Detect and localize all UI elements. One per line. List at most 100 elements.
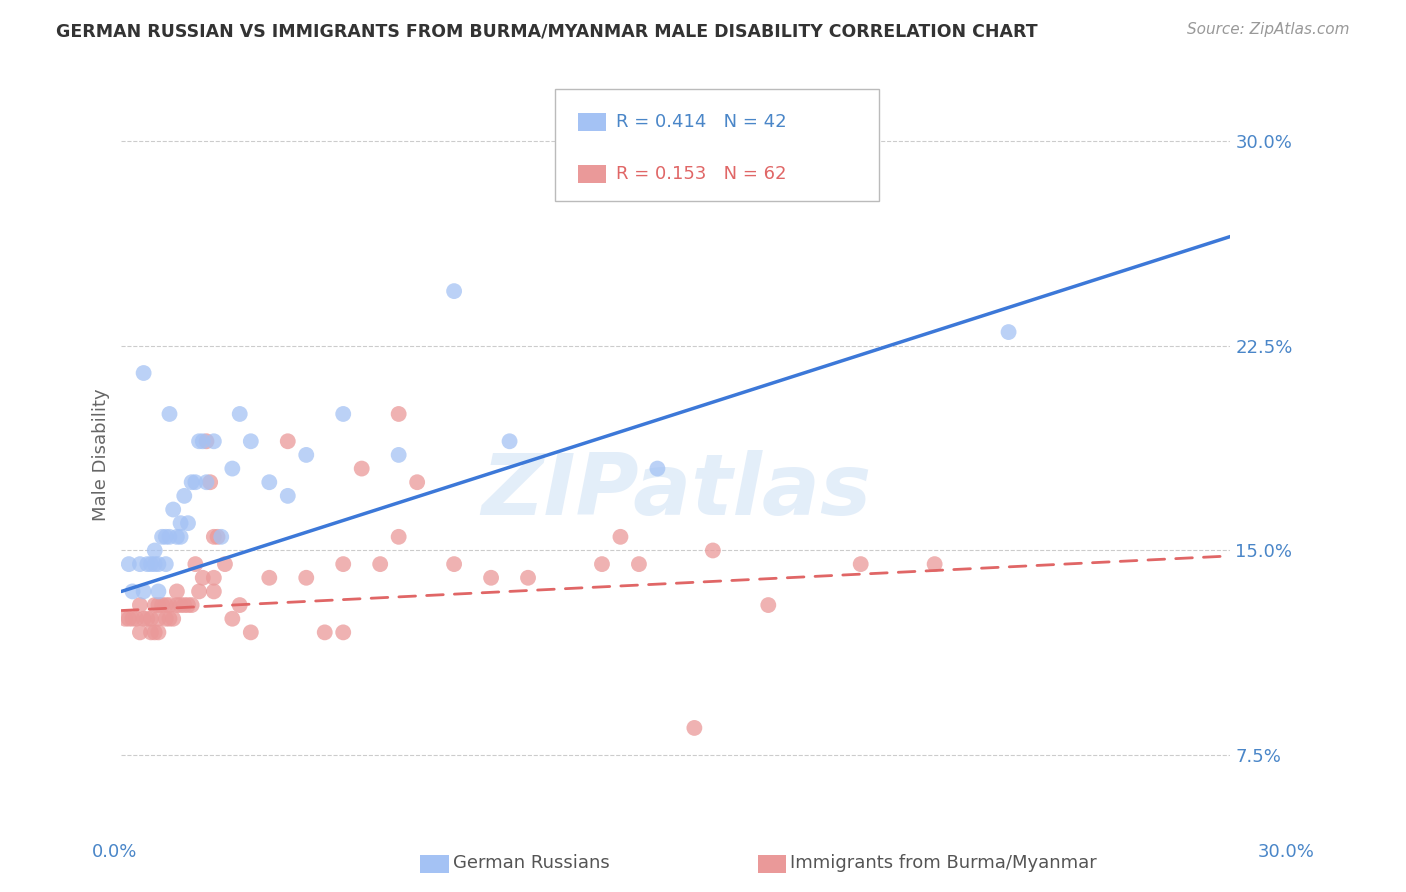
Point [148,625,170,640]
Point [207,530,229,544]
Point [683,721,706,735]
Point [166,584,188,599]
Point [132,584,155,599]
Point [295,448,318,462]
Point [239,625,262,640]
Point [139,625,162,640]
Point [129,625,152,640]
Point [517,571,540,585]
Point [162,502,184,516]
Point [148,557,170,571]
Point [139,612,162,626]
Point [314,625,336,640]
Point [388,407,411,421]
Point [143,625,166,640]
Point [143,543,166,558]
Point [118,612,141,626]
Point [647,175,669,189]
Point [209,530,232,544]
Point [148,584,170,599]
Point [129,557,152,571]
Text: Source: ZipAtlas.com: Source: ZipAtlas.com [1187,22,1350,37]
Point [155,598,177,612]
Point [159,407,181,421]
Point [195,434,218,449]
Text: German Russians: German Russians [453,855,609,872]
Point [702,543,724,558]
Point [155,530,177,544]
Point [150,530,173,544]
Point [195,475,218,490]
Point [229,407,252,421]
Text: ZIPatlas: ZIPatlas [481,450,872,533]
Point [159,598,181,612]
Point [406,475,429,490]
Point [609,530,631,544]
Point [143,557,166,571]
Point [202,530,225,544]
Point [443,284,465,298]
Point [143,598,166,612]
Point [162,612,184,626]
Point [139,557,162,571]
Point [332,625,354,640]
Point [849,557,872,571]
Point [479,571,502,585]
Point [136,557,159,571]
Text: 0.0%: 0.0% [91,843,136,861]
Point [184,475,207,490]
Text: R = 0.153   N = 62: R = 0.153 N = 62 [616,165,786,183]
Point [132,366,155,380]
Point [118,557,141,571]
Point [443,557,465,571]
Point [121,584,143,599]
Point [177,598,200,612]
Point [166,530,188,544]
Point [155,612,177,626]
Point [756,598,779,612]
Point [277,434,299,449]
Point [221,612,243,626]
Point [997,325,1019,339]
Point [173,598,195,612]
Point [332,407,354,421]
Point [191,571,214,585]
Point [169,530,191,544]
Point [166,598,188,612]
Point [221,461,243,475]
Point [647,461,669,475]
Point [498,434,520,449]
Point [136,612,159,626]
Point [191,434,214,449]
Point [202,571,225,585]
Text: Immigrants from Burma/Myanmar: Immigrants from Burma/Myanmar [790,855,1097,872]
Point [177,516,200,531]
Point [184,557,207,571]
Point [295,571,318,585]
Point [591,557,613,571]
Point [125,612,148,626]
Point [169,516,191,531]
Point [173,489,195,503]
Point [148,598,170,612]
Point [388,530,411,544]
Point [188,584,211,599]
Point [169,598,191,612]
Point [155,557,177,571]
Y-axis label: Male Disability: Male Disability [93,389,110,521]
Point [159,530,181,544]
Point [198,475,221,490]
Point [350,461,373,475]
Point [159,612,181,626]
Text: GERMAN RUSSIAN VS IMMIGRANTS FROM BURMA/MYANMAR MALE DISABILITY CORRELATION CHAR: GERMAN RUSSIAN VS IMMIGRANTS FROM BURMA/… [56,22,1038,40]
Point [121,612,143,626]
Point [188,434,211,449]
Point [239,434,262,449]
Point [129,598,152,612]
Point [388,448,411,462]
Point [259,571,281,585]
Point [180,475,202,490]
Point [202,584,225,599]
Point [368,557,391,571]
Point [229,598,252,612]
